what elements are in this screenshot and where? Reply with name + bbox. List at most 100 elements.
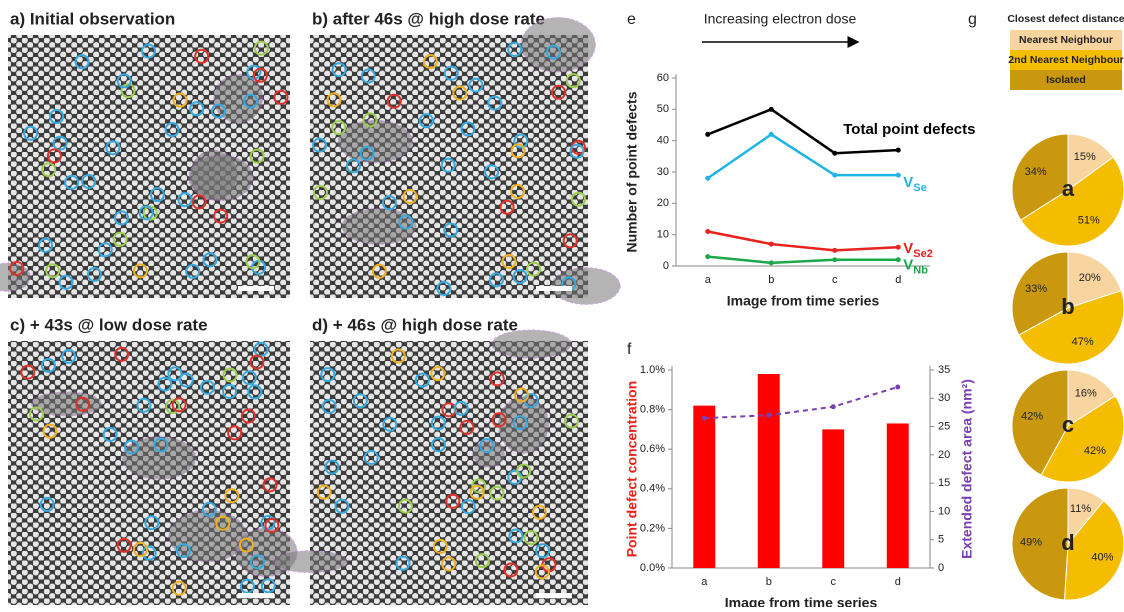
defect-marker	[141, 43, 157, 59]
x-axis-label: Image from time series	[727, 293, 880, 309]
defect-marker	[201, 501, 217, 517]
series-line	[704, 386, 899, 420]
defect-marker	[316, 484, 332, 500]
point	[705, 229, 711, 235]
series-name: Total point defects	[843, 121, 975, 138]
y-tick-label: 0.4%	[640, 483, 665, 495]
defect-marker	[175, 543, 191, 559]
y-tick-label: 0.8%	[640, 404, 665, 416]
defect-marker	[52, 135, 68, 151]
x-tick-label: b	[768, 274, 774, 286]
disorder-region	[168, 509, 248, 563]
defect-marker	[241, 370, 257, 386]
x-tick-label: d	[895, 576, 901, 588]
defect-marker	[238, 537, 254, 553]
disorder-region	[273, 550, 348, 574]
series-label: VSe	[903, 174, 926, 194]
slice-label: 16%	[1075, 388, 1097, 400]
defect-marker	[363, 449, 379, 465]
defect-marker	[545, 44, 561, 60]
pie-slice	[1040, 395, 1124, 483]
defect-marker	[501, 253, 517, 269]
series-line	[707, 255, 899, 265]
pie-slice	[1063, 500, 1124, 601]
defect-marker	[215, 515, 231, 531]
y-tick-label: 50	[657, 103, 669, 115]
panel-label: e	[627, 11, 636, 28]
pie-slice	[1011, 251, 1069, 336]
point	[701, 415, 707, 421]
scale-bar	[238, 593, 274, 598]
defect-marker	[153, 437, 169, 453]
defect-marker	[474, 553, 490, 569]
y-axis-label: Point defect concentration	[624, 381, 640, 558]
defect-marker	[488, 272, 504, 288]
slice-label: 51%	[1078, 214, 1100, 226]
point	[705, 254, 711, 260]
y-tick-label: 0.6%	[640, 443, 665, 455]
y-axis-label: Number of point defects	[624, 91, 640, 252]
slice-label: 15%	[1074, 151, 1096, 163]
defect-marker	[471, 478, 487, 494]
point	[895, 384, 901, 390]
defect-marker	[116, 73, 132, 89]
defect-marker	[252, 67, 268, 83]
defect-marker	[39, 496, 55, 512]
defect-marker	[64, 174, 80, 190]
series-subscript: Nb	[913, 265, 928, 277]
bar	[757, 373, 780, 568]
y2-tick-label: 15	[938, 477, 950, 489]
micrograph	[310, 341, 588, 605]
slice-label: 11%	[1070, 503, 1091, 515]
y2-tick-label: 30	[938, 392, 950, 404]
defect-marker	[320, 367, 336, 383]
bar	[822, 429, 845, 568]
pie-slice	[1011, 487, 1069, 601]
disorder-region	[497, 396, 550, 454]
slice-label: 40%	[1091, 552, 1113, 564]
defect-marker	[38, 237, 54, 253]
defect-marker	[345, 158, 361, 174]
defect-marker	[331, 62, 347, 78]
defect-marker	[510, 183, 526, 199]
defect-marker	[386, 93, 402, 109]
y-tick-label: 1.0%	[640, 364, 665, 376]
defect-marker	[260, 578, 276, 594]
legend-label: Isolated	[1046, 74, 1086, 86]
defect-marker	[452, 85, 468, 101]
scale-bar	[536, 593, 572, 598]
defect-marker	[116, 537, 132, 553]
y2-tick-label: 20	[938, 449, 950, 461]
x-tick-label: b	[766, 576, 772, 588]
defect-marker	[360, 68, 376, 84]
defect-marker	[562, 233, 578, 249]
y2-tick-label: 10	[938, 505, 950, 517]
defect-marker	[249, 354, 265, 370]
defect-marker	[565, 73, 581, 89]
defect-marker	[445, 493, 461, 509]
pie-title: Closest defect distance	[1007, 13, 1124, 25]
point	[832, 257, 838, 263]
defect-marker	[273, 89, 289, 105]
defect-marker	[516, 463, 532, 479]
defect-marker	[136, 397, 152, 413]
x-tick-label: a	[705, 274, 712, 286]
scale-bar	[238, 286, 274, 291]
y-tick-label: 60	[657, 72, 669, 84]
defect-marker	[45, 263, 61, 279]
defect-marker	[460, 121, 476, 137]
defect-marker	[49, 109, 65, 125]
defect-marker	[453, 400, 469, 416]
point	[768, 241, 774, 247]
y-tick-label: 0.0%	[640, 562, 665, 574]
defect-marker	[503, 562, 519, 578]
series-name: V	[903, 240, 913, 257]
defect-marker	[459, 419, 475, 435]
defect-marker	[247, 384, 263, 400]
y-tick-label: 30	[657, 166, 669, 178]
slice-label: 34%	[1025, 166, 1047, 178]
series-label: VSe2	[903, 240, 933, 260]
defect-marker	[513, 133, 529, 149]
defect-marker	[526, 261, 542, 277]
defect-marker	[390, 348, 406, 364]
